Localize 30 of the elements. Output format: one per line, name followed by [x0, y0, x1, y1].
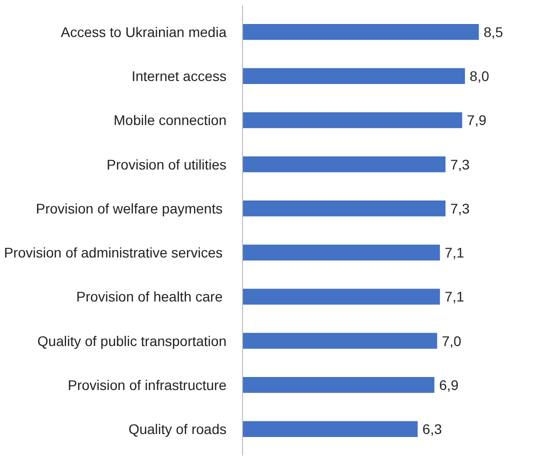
- data-label: 7,3: [450, 156, 470, 172]
- bar: [242, 200, 446, 216]
- data-label: 7,9: [466, 112, 487, 128]
- data-label: 6,3: [422, 421, 442, 438]
- bar: [242, 244, 440, 260]
- y-tick-label: Quality of public transportation: [37, 332, 227, 349]
- y-tick-label: Mobile connection: [114, 112, 227, 128]
- bar: [242, 24, 479, 40]
- data-label: 8,0: [470, 68, 490, 84]
- y-tick-label: Provision of utilities: [106, 156, 226, 172]
- data-label: 7,1: [444, 288, 464, 305]
- y-tick-label: Access to Ukrainian media: [60, 24, 227, 40]
- bar: [242, 421, 418, 437]
- data-label: 7,0: [442, 332, 462, 349]
- bar: [242, 112, 462, 128]
- bar: [242, 376, 434, 393]
- bar: [242, 68, 465, 84]
- bar: [242, 332, 438, 349]
- bar: [242, 288, 440, 305]
- data-label: 7,1: [444, 244, 464, 261]
- y-tick-label: Internet access: [132, 68, 226, 84]
- y-tick-label: Provision of welfare payments: [36, 200, 223, 216]
- bar: [242, 156, 446, 172]
- y-tick-label: Quality of roads: [128, 421, 227, 438]
- y-tick-label: Provision of health care: [76, 288, 223, 305]
- data-label: 8,5: [484, 24, 504, 40]
- y-tick-label: Provision of infrastructure: [68, 376, 227, 393]
- data-label: 7,3: [450, 200, 470, 216]
- y-tick-label: Provision of administrative services: [4, 244, 223, 261]
- data-label: 6,9: [439, 376, 459, 393]
